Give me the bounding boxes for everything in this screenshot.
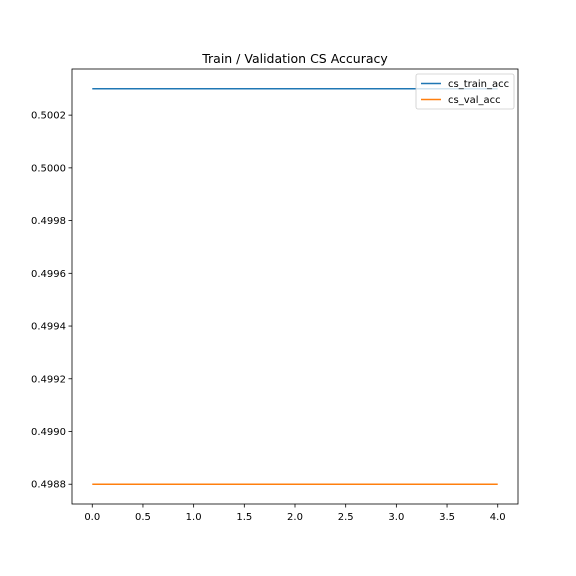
x-tick-label: 3.5 [439,512,455,523]
x-tick-label: 4.0 [490,512,506,523]
x-tick-label: 0.5 [135,512,151,523]
y-tick-label: 0.4996 [31,269,66,280]
legend-label: cs_train_acc [448,79,509,90]
y-tick-label: 0.5002 [31,111,66,122]
y-tick-label: 0.4994 [31,322,66,333]
chart-title: Train / Validation CS Accuracy [201,51,388,66]
x-tick-label: 1.5 [236,512,252,523]
y-tick-label: 0.4998 [31,216,66,227]
y-tick-label: 0.4988 [31,480,66,491]
legend-label: cs_val_acc [448,95,501,106]
x-tick-label: 2.0 [287,512,303,523]
x-tick-label: 1.0 [186,512,202,523]
x-tick-label: 2.5 [338,512,354,523]
x-tick-label: 0.0 [84,512,100,523]
x-tick-label: 3.0 [388,512,404,523]
legend: cs_train_acc cs_val_acc [416,74,514,109]
y-tick-label: 0.4992 [31,374,66,385]
y-tick-label: 0.5000 [31,163,66,174]
y-tick-label: 0.4990 [31,427,66,438]
